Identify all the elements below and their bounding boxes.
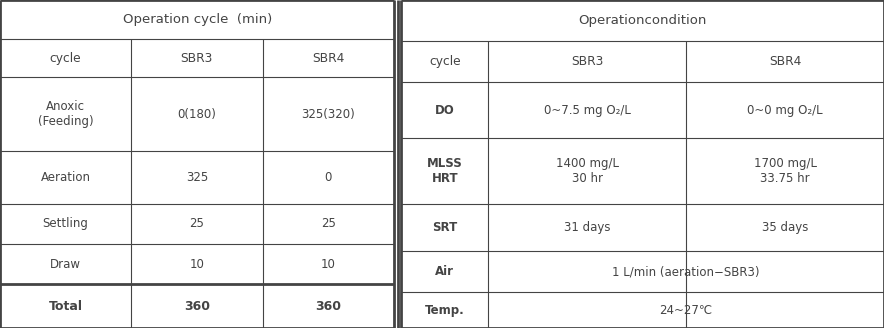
Text: 10: 10	[189, 257, 204, 271]
Text: 31 days: 31 days	[564, 221, 611, 234]
Text: 24~27℃: 24~27℃	[659, 304, 713, 317]
Text: 25: 25	[189, 217, 204, 230]
Text: SRT: SRT	[432, 221, 457, 234]
Text: 360: 360	[184, 300, 210, 313]
Text: SBR3: SBR3	[180, 51, 213, 65]
Text: SBR3: SBR3	[571, 55, 604, 68]
Text: cycle: cycle	[429, 55, 461, 68]
Text: 0: 0	[324, 171, 332, 184]
Text: Air: Air	[435, 265, 454, 278]
Text: 10: 10	[321, 257, 336, 271]
Text: MLSS
HRT: MLSS HRT	[427, 157, 462, 185]
Text: 1400 mg/L
30 hr: 1400 mg/L 30 hr	[556, 157, 619, 185]
Text: Operation cycle  (min): Operation cycle (min)	[123, 13, 271, 26]
Text: SBR4: SBR4	[769, 55, 801, 68]
Text: 35 days: 35 days	[762, 221, 808, 234]
Text: 1 L/min (aeration−SBR3): 1 L/min (aeration−SBR3)	[613, 265, 760, 278]
Text: 325(320): 325(320)	[301, 108, 355, 121]
Text: SBR4: SBR4	[312, 51, 345, 65]
Text: Settling: Settling	[42, 217, 88, 230]
Text: 0~0 mg O₂/L: 0~0 mg O₂/L	[747, 104, 823, 117]
Text: Anoxic
(Feeding): Anoxic (Feeding)	[38, 100, 94, 128]
Text: 0~7.5 mg O₂/L: 0~7.5 mg O₂/L	[544, 104, 630, 117]
Text: 25: 25	[321, 217, 336, 230]
Text: 0(180): 0(180)	[178, 108, 217, 121]
Text: cycle: cycle	[50, 51, 81, 65]
Text: Aeration: Aeration	[41, 171, 91, 184]
Text: Operationcondition: Operationcondition	[578, 14, 707, 27]
Text: DO: DO	[435, 104, 454, 117]
Text: 360: 360	[316, 300, 341, 313]
Text: 1700 mg/L
33.75 hr: 1700 mg/L 33.75 hr	[753, 157, 817, 185]
Text: 325: 325	[186, 171, 208, 184]
Text: Temp.: Temp.	[425, 304, 465, 317]
Text: Draw: Draw	[50, 257, 81, 271]
Text: Total: Total	[49, 300, 82, 313]
